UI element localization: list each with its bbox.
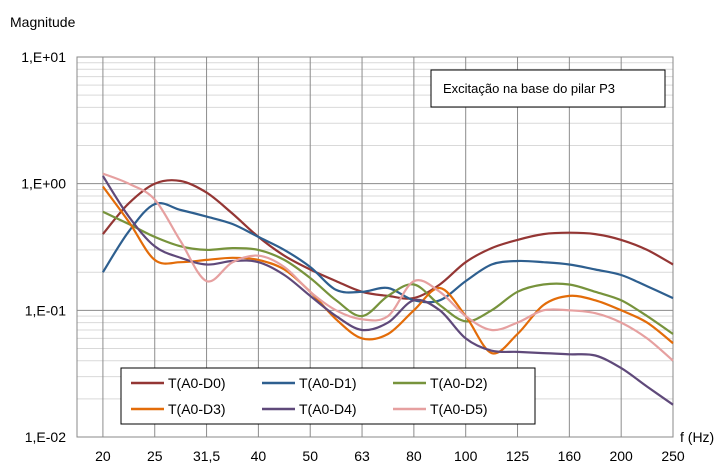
series-lines (101, 172, 674, 406)
legend-entry: T(A0-D3) (168, 401, 226, 417)
y-tick-label: 1,E+00 (21, 176, 66, 192)
legend-entry: T(A0-D1) (299, 375, 357, 391)
legend-entry: T(A0-D2) (430, 375, 488, 391)
legend-entry: T(A0-D4) (299, 401, 357, 417)
series-line-3 (102, 185, 674, 355)
x-tick-label: 63 (354, 448, 370, 464)
plot-frame (76, 56, 674, 438)
y-tick-label: 1,E-02 (25, 429, 66, 445)
series-line-4 (101, 175, 674, 406)
series-line-1 (101, 202, 674, 304)
x-tick-label: 80 (406, 448, 422, 464)
legend-entry: T(A0-D0) (168, 375, 226, 391)
x-tick-labels: 20 25 31,5 40 50 63 80 100 125 160 200 250 (95, 448, 685, 464)
x-tick-label: 50 (302, 448, 318, 464)
y-tick-labels: 1,E+01 1,E+00 1,E-01 1,E-02 (21, 49, 66, 445)
x-tick-label: 200 (609, 448, 633, 464)
x-tick-label: 160 (558, 448, 582, 464)
x-tick-label: 31,5 (193, 448, 220, 464)
y-tick-label: 1,E-01 (25, 302, 66, 318)
series-line-0 (102, 179, 674, 300)
x-tick-label: 250 (661, 448, 685, 464)
y-axis-label: Magnitude (10, 14, 76, 30)
x-tick-label: 100 (454, 448, 478, 464)
x-axis-label: f (Hz) (680, 429, 714, 445)
minor-grid (77, 62, 673, 400)
series-line-2 (102, 210, 674, 335)
series-line-5 (102, 172, 674, 362)
x-tick-label: 25 (147, 448, 163, 464)
annotation-text: Excitação na base do pilar P3 (443, 81, 615, 96)
legend-entry: T(A0-D5) (430, 401, 488, 417)
legend: T(A0-D0) T(A0-D1) T(A0-D2) T(A0-D3) T(A0-D4)… (120, 367, 536, 425)
x-tick-label: 125 (506, 448, 530, 464)
x-tick-label: 40 (251, 448, 267, 464)
annotation-box: Excitação na base do pilar P3 (430, 69, 666, 108)
x-tick-label: 20 (95, 448, 111, 464)
y-tick-label: 1,E+01 (21, 49, 66, 65)
